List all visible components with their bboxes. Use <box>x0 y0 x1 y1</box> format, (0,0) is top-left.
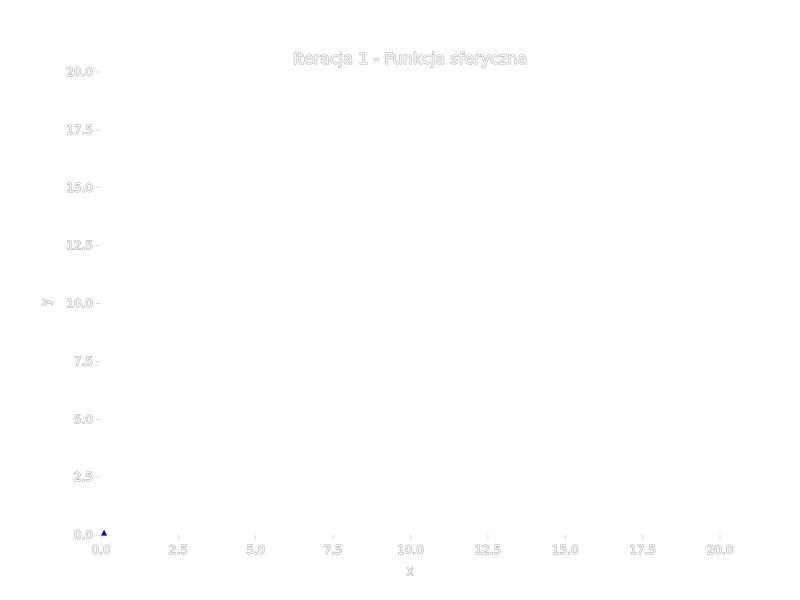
data-point <box>101 529 108 536</box>
y-tick-label: 15.0 <box>66 181 93 195</box>
x-tick-label: 15.0 <box>552 543 579 557</box>
y-tick-label: 2.5 <box>74 470 93 484</box>
y-tick-label: 17.5 <box>66 123 93 137</box>
y-tick-label: 0.0 <box>74 528 93 542</box>
y-tick-label: 7.5 <box>74 354 93 368</box>
y-axis: 0.0 2.5 5.0 7.5 10.0 12.5 15.0 17.5 20.0 <box>66 64 100 543</box>
x-tick-label: 20.0 <box>707 543 734 557</box>
data-points <box>101 529 108 536</box>
y-axis-label: y <box>39 298 53 305</box>
x-tick-label: 2.5 <box>169 543 188 557</box>
y-tick-label: 5.0 <box>74 412 93 426</box>
y-tick-label: 20.0 <box>66 65 93 79</box>
chart-title: Iteracja 1 - Funkcja sferyczna <box>293 49 527 68</box>
x-tick-label: 10.0 <box>397 543 424 557</box>
x-axis: 0.0 2.5 5.0 7.5 10.0 12.5 15.0 17.5 20.0 <box>91 535 734 558</box>
x-axis-label: x <box>406 564 413 578</box>
x-tick-label: 12.5 <box>475 543 502 557</box>
y-tick-label: 10.0 <box>66 297 93 311</box>
x-tick-label: 5.0 <box>246 543 265 557</box>
y-tick-label: 12.5 <box>66 239 93 253</box>
x-tick-label: 0.0 <box>91 543 110 557</box>
x-tick-label: 7.5 <box>324 543 343 557</box>
x-tick-label: 17.5 <box>629 543 656 557</box>
